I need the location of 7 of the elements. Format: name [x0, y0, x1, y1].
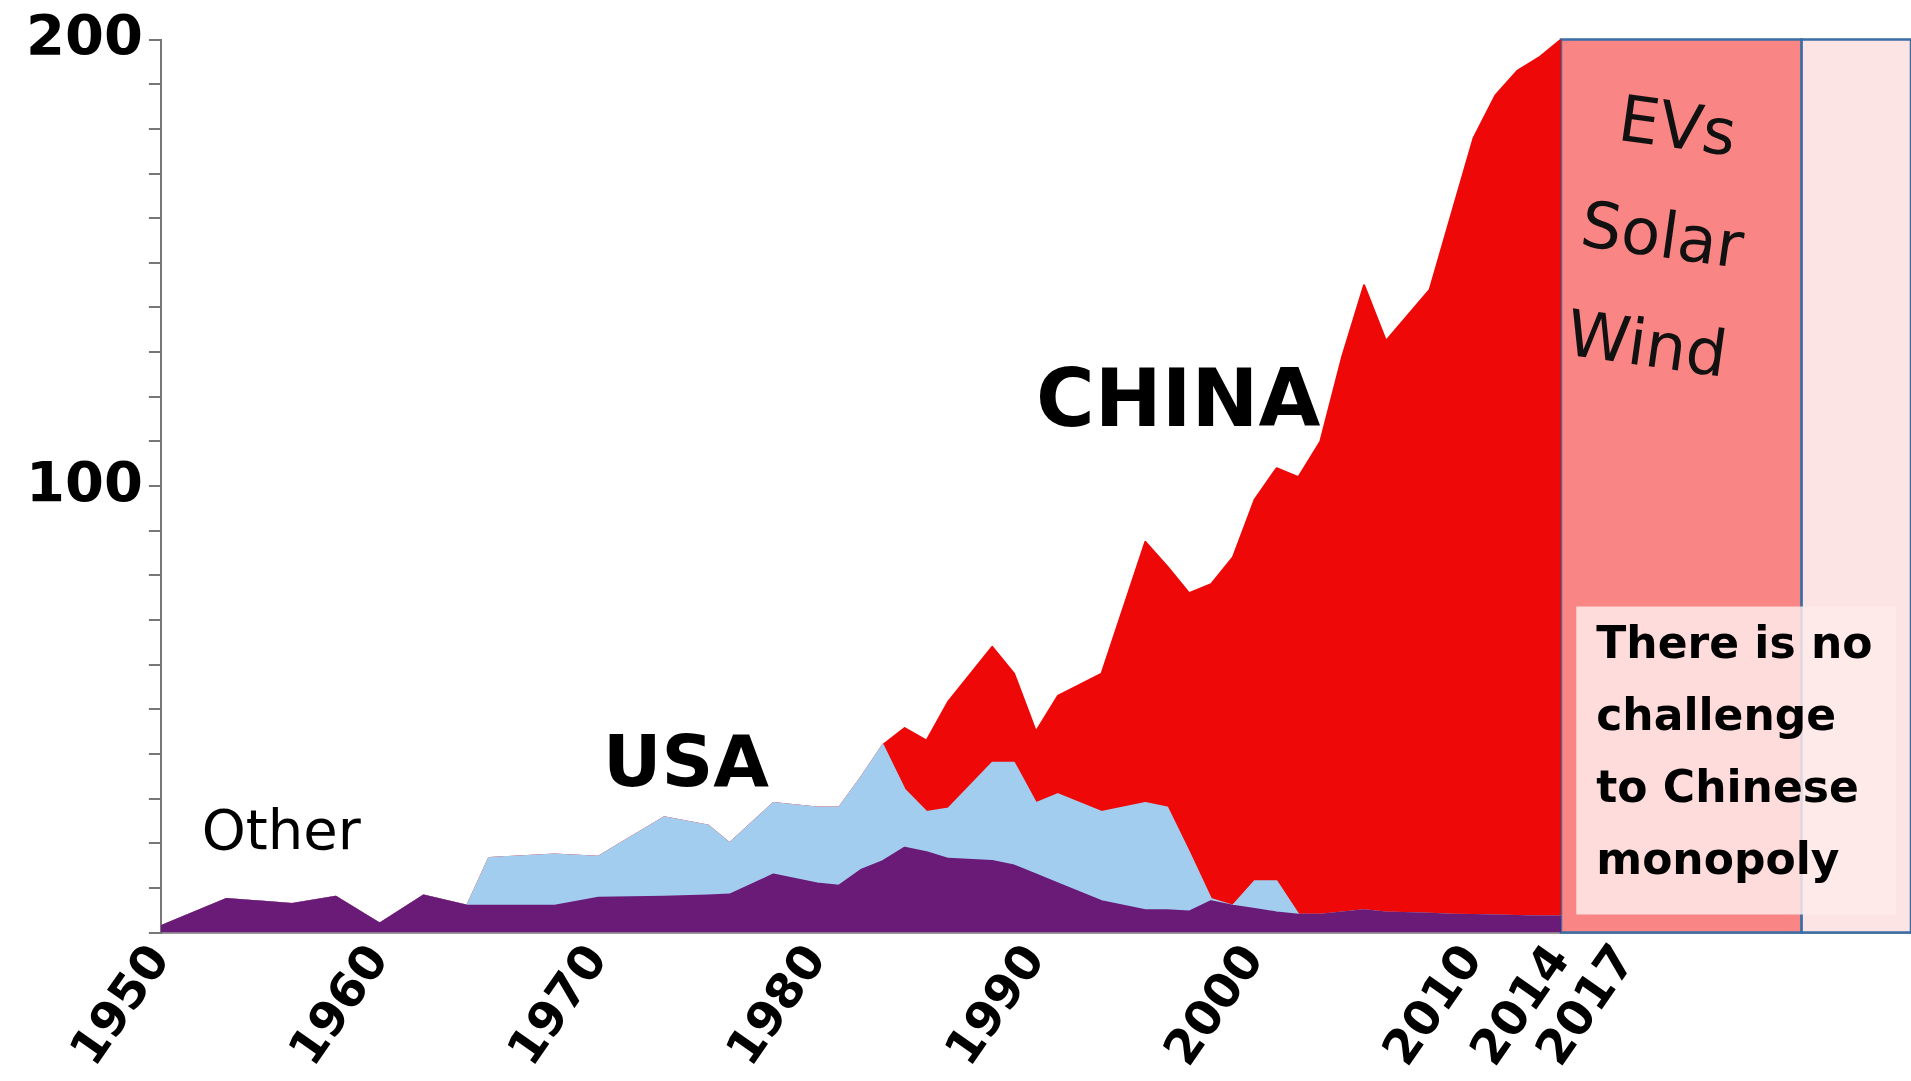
band-label: EVs Solar Wind	[1562, 81, 1749, 392]
annotation: There is no challenge to Chinese monopoly	[1596, 617, 1873, 885]
y-tick-label: 100	[25, 448, 143, 514]
series-label: Other	[201, 796, 362, 862]
series-label: USA	[602, 719, 770, 804]
y-tick-label: 200	[25, 2, 143, 68]
series-label: CHINA	[1035, 352, 1321, 446]
